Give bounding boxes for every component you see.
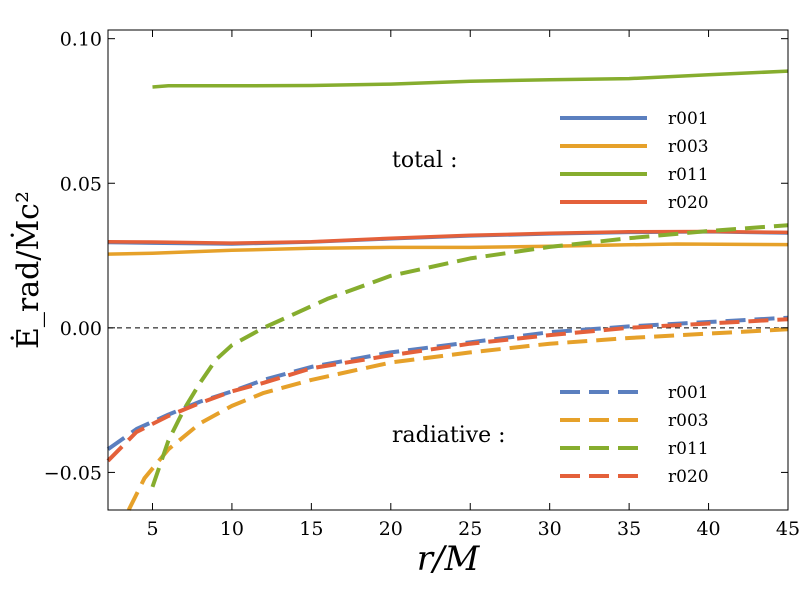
y-tick-label: 0.05 bbox=[60, 173, 102, 195]
x-tick-label: 35 bbox=[617, 518, 641, 540]
x-tick-label: 15 bbox=[299, 518, 323, 540]
tick-layer: 5 10 15 20 25 30 35 40 45 −0.05 0.00 0.05 0.10 bbox=[44, 29, 800, 540]
y-tick-label: −0.05 bbox=[44, 462, 102, 484]
x-tick-label: 30 bbox=[538, 518, 562, 540]
y-tick-label: 0.00 bbox=[60, 318, 102, 340]
legend-label-total-r011: r011 bbox=[668, 165, 709, 185]
annotation-total: total : bbox=[392, 148, 457, 173]
axes-frame bbox=[107, 29, 789, 511]
legend-label-radiative-r003: r003 bbox=[668, 411, 709, 431]
annotation-radiative: radiative : bbox=[392, 423, 506, 448]
y-tick-label: 0.10 bbox=[60, 29, 102, 51]
x-axis-label: r/M bbox=[417, 539, 481, 579]
x-tick-label: 20 bbox=[379, 518, 403, 540]
legend-label-radiative-r020: r020 bbox=[668, 467, 709, 487]
series-line-total-r003 bbox=[107, 242, 789, 256]
x-tick-label: 10 bbox=[220, 518, 244, 540]
series-line-total-r011 bbox=[152, 69, 789, 89]
legend-layer: r001 r003 r011 r020 r001 r003 r011 r020 bbox=[560, 109, 709, 487]
series-line-total-r020 bbox=[107, 229, 789, 245]
legend-label-total-r020: r020 bbox=[668, 193, 709, 213]
series-layer bbox=[106, 69, 789, 511]
series-line-radiative-r020 bbox=[106, 317, 789, 463]
x-tick-label: 45 bbox=[776, 518, 800, 540]
series-line-radiative-r011 bbox=[150, 223, 789, 488]
x-tick-label: 5 bbox=[146, 518, 158, 540]
legend-label-total-r003: r003 bbox=[668, 137, 709, 157]
plot-frame bbox=[107, 29, 789, 511]
x-tick-label: 40 bbox=[696, 518, 720, 540]
legend-label-radiative-r011: r011 bbox=[668, 439, 709, 459]
legend-label-total-r001: r001 bbox=[668, 109, 709, 129]
legend-label-radiative-r001: r001 bbox=[668, 383, 709, 403]
series-line-radiative-r003 bbox=[126, 327, 789, 511]
y-axis-label: Ė_rad/Ṁc² bbox=[10, 191, 46, 349]
x-tick-label: 25 bbox=[458, 518, 482, 540]
